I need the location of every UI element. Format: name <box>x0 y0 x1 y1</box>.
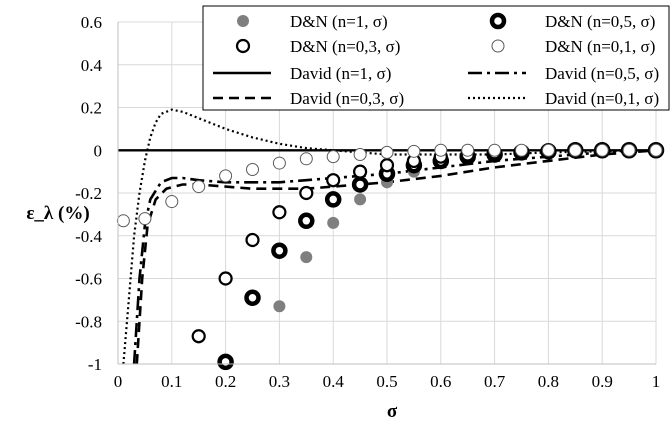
x-axis-title: σ <box>387 401 398 422</box>
legend-marker <box>235 38 251 54</box>
data-point <box>273 300 286 313</box>
data-point <box>379 158 395 173</box>
data-point <box>407 144 421 158</box>
data-point <box>272 156 286 170</box>
y-tick-label: -0.2 <box>75 184 102 203</box>
data-point <box>217 353 234 371</box>
y-tick-label: -0.8 <box>75 312 102 331</box>
data-point <box>300 251 313 264</box>
data-point <box>165 195 179 209</box>
y-tick-label: 0.2 <box>81 99 102 118</box>
data-point <box>327 216 340 229</box>
series-line-5 <box>132 149 657 365</box>
data-point <box>649 143 663 157</box>
tick-labels: 0 0.1 0.2 0.3 0.4 0.5 0.6 0.7 0.8 0.9 10.60.40.20-… <box>75 13 660 391</box>
x-tick-label: 0.1 <box>161 372 182 391</box>
x-tick-label: 0.7 <box>484 372 506 391</box>
data-point <box>219 169 233 183</box>
data-point <box>116 214 130 228</box>
series-line-7 <box>122 108 657 365</box>
y-tick-label: -0.6 <box>75 270 102 289</box>
legend-marker <box>237 15 249 27</box>
x-tick-label: 0 <box>114 372 123 391</box>
legend-label: David (n=1, σ) <box>290 64 391 83</box>
data-point <box>541 143 555 157</box>
data-point <box>324 191 342 208</box>
legend-marker <box>489 12 507 30</box>
y-tick-label: 0.4 <box>81 56 103 75</box>
series-line-6 <box>135 149 657 365</box>
data-point <box>434 143 448 157</box>
axes <box>117 22 656 365</box>
legend-marker <box>491 39 505 53</box>
data-point <box>515 143 528 157</box>
legend-label: D&N (n=1, σ) <box>290 12 388 31</box>
legend-label: D&N (n=0,1, σ) <box>545 37 655 56</box>
data-point <box>244 289 261 306</box>
y-tick-label: 0.6 <box>81 13 102 32</box>
x-tick-label: 0.6 <box>430 372 451 391</box>
data-point <box>298 212 315 230</box>
data-point <box>353 148 367 162</box>
legend-label: D&N (n=0,5, σ) <box>545 12 655 31</box>
x-tick-label: 0.9 <box>592 372 613 391</box>
legend-label: David (n=0,1, σ) <box>545 89 659 108</box>
x-tick-label: 1 <box>652 372 661 391</box>
data-point <box>272 205 287 220</box>
data-point <box>622 143 636 157</box>
data-point <box>299 185 314 201</box>
data-point <box>326 150 340 164</box>
data-point <box>326 173 341 188</box>
data-point <box>138 212 152 226</box>
x-tick-label: 0.8 <box>538 372 559 391</box>
data-point <box>380 145 394 159</box>
x-tick-label: 0.4 <box>323 372 345 391</box>
data-point <box>271 242 288 259</box>
x-tick-label: 0.2 <box>215 372 236 391</box>
x-tick-label: 0.5 <box>376 372 397 391</box>
data-point <box>245 232 260 248</box>
legend-label: D&N (n=0,3, σ) <box>290 37 400 56</box>
data-point <box>353 164 368 179</box>
data-point <box>299 152 313 166</box>
data-point <box>354 193 367 206</box>
data-point <box>595 143 609 157</box>
data-point <box>218 271 233 286</box>
x-tick-label: 0.3 <box>269 372 290 391</box>
data-point <box>192 180 206 194</box>
data-point <box>191 329 206 344</box>
data-point <box>461 143 475 157</box>
series-layer <box>116 108 665 371</box>
legend-label: David (n=0,5, σ) <box>545 64 659 83</box>
y-axis-title: ε_λ (%) <box>26 203 89 224</box>
y-tick-label: 0 <box>94 141 103 160</box>
data-point <box>488 143 502 157</box>
legend-label: David (n=0,3, σ) <box>290 89 404 108</box>
legend-box <box>202 5 670 111</box>
y-tick-label: -0.4 <box>75 227 102 246</box>
data-point <box>568 143 582 157</box>
legend: D&N (n=1, σ) D&N (n=0,5, σ) D&N (n=0,3, σ)… <box>202 5 670 111</box>
data-point <box>246 162 259 176</box>
y-tick-label: -1 <box>88 355 102 374</box>
data-point <box>351 176 369 193</box>
